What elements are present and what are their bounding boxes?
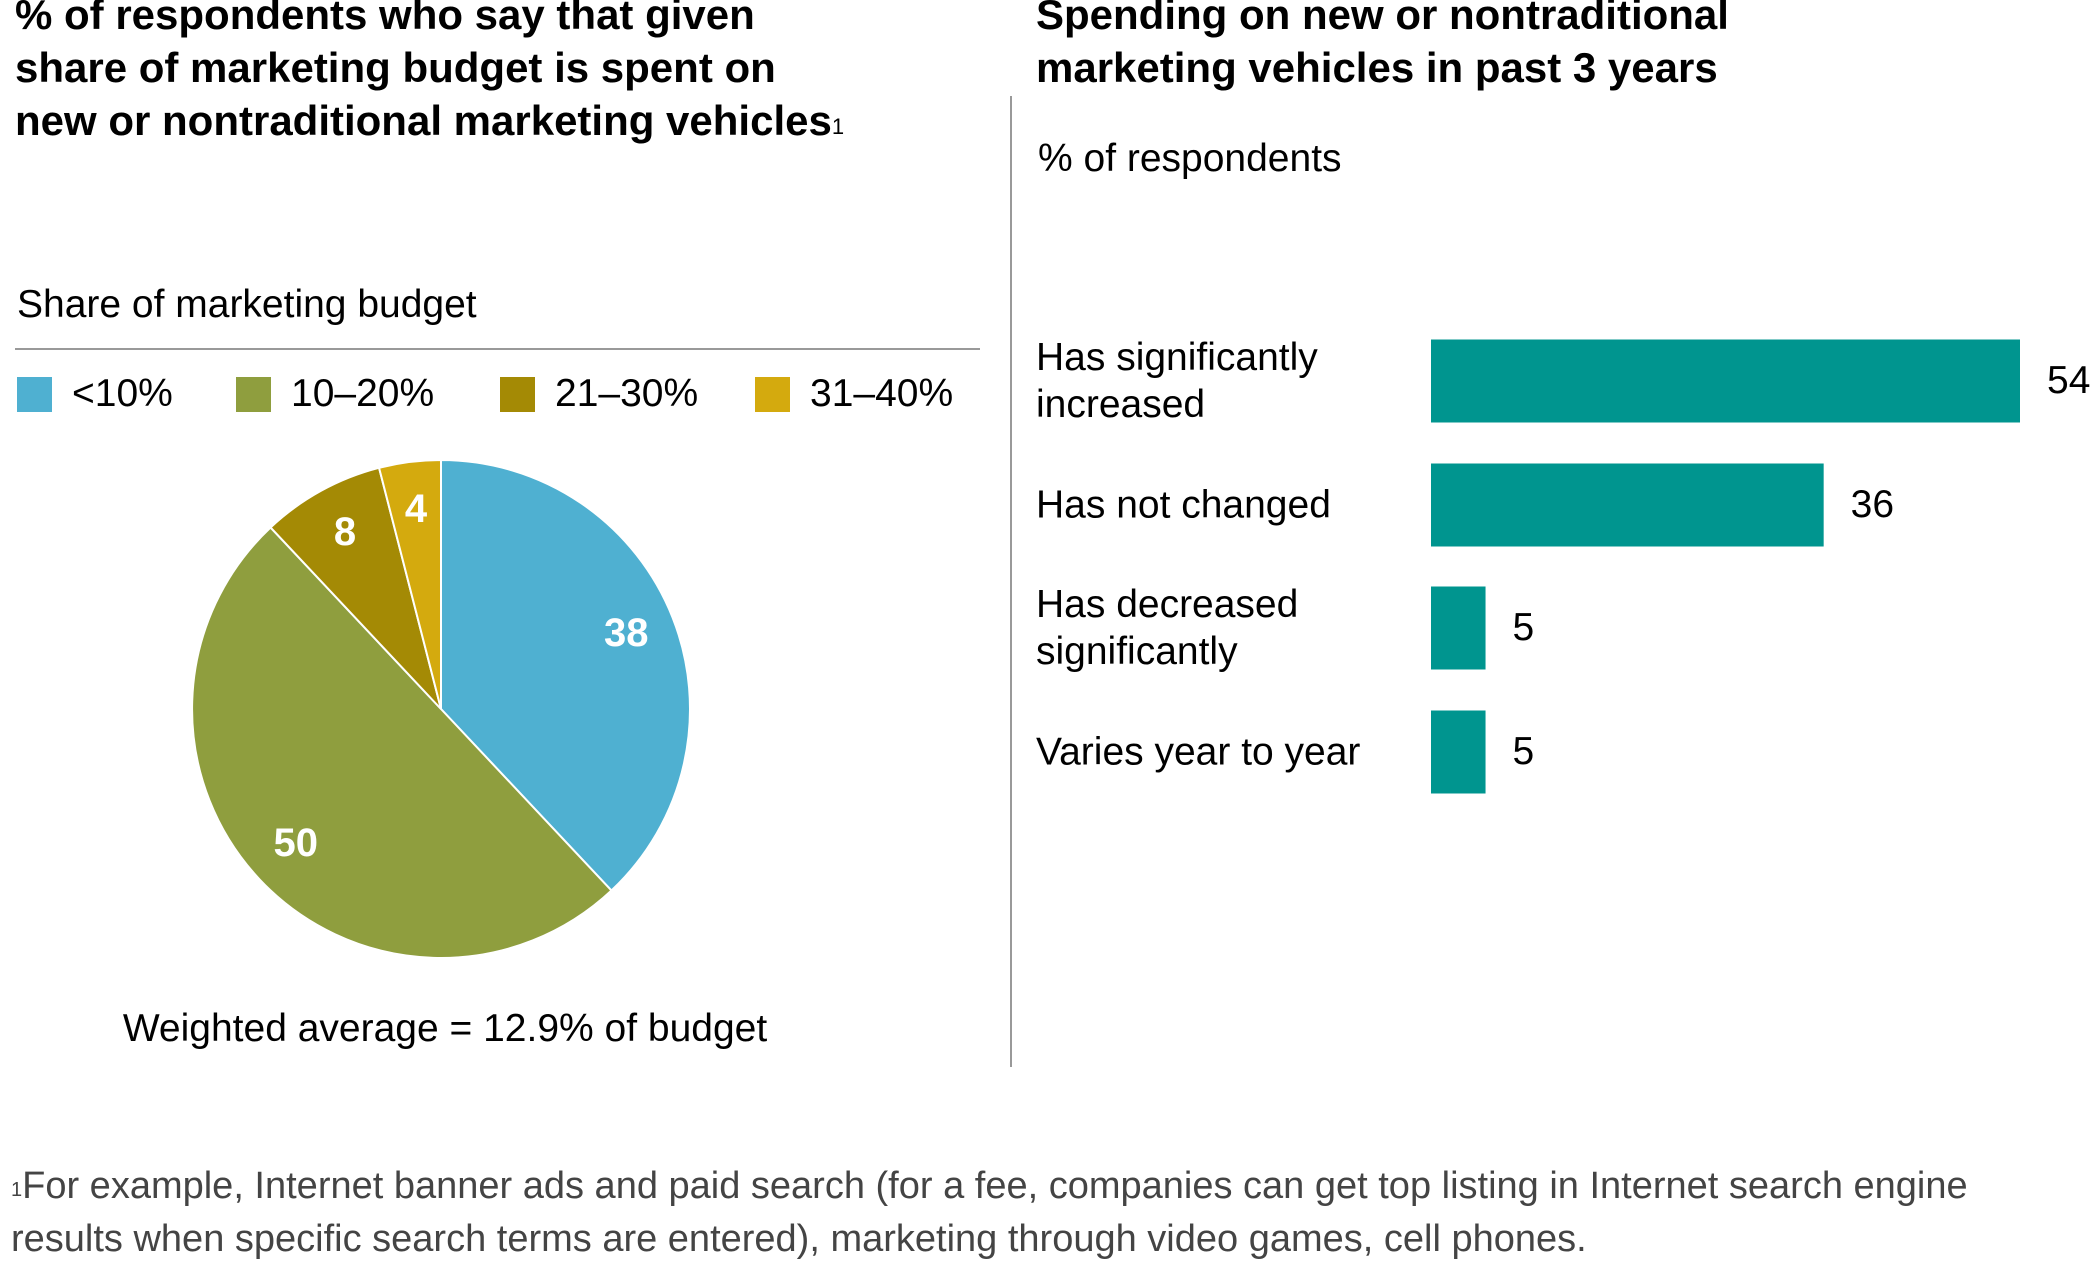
pie-slice: [269, 466, 442, 710]
legend-label: <10%: [72, 372, 173, 415]
value-label: 5: [1512, 606, 1535, 649]
bar-title: Spending on new or nontraditional market…: [1036, 0, 1729, 91]
category-label: Has significantly increased: [1036, 336, 1318, 426]
title-note: 1: [831, 114, 845, 139]
bar: [1431, 586, 1486, 670]
legend-swatch: [17, 376, 52, 412]
value-label: 5: [1512, 730, 1535, 773]
legend-title: Share of marketing budget: [17, 283, 477, 326]
pie-slice: [440, 458, 691, 892]
legend-item: <10%: [17, 372, 173, 416]
legend-label: 31–40%: [810, 372, 954, 415]
legend-item: 21–30%: [500, 372, 698, 416]
value-label: 36: [1850, 483, 1895, 526]
bar: [1431, 463, 1824, 547]
pie-title-text: % of respondents who say that given shar…: [15, 0, 832, 144]
annotation: Weighted average = 12.9% of budget: [122, 1007, 768, 1050]
slice-label: 4: [405, 487, 428, 531]
slice-label: 8: [334, 510, 356, 554]
pie-slice: [377, 458, 442, 710]
legend-item: 31–40%: [755, 372, 953, 416]
pie-slice: [191, 526, 613, 959]
category-label: Has decreased significantly: [1036, 583, 1299, 673]
category-label: Varies year to year: [1036, 730, 1361, 774]
slice-label: 50: [274, 821, 319, 865]
legend-label: 10–20%: [291, 372, 435, 415]
legend-swatch: [755, 376, 790, 412]
footnote-text: For example, Internet banner ads and pai…: [11, 1165, 1968, 1260]
legend-item: 10–20%: [236, 372, 434, 416]
bar-subtitle: % of respondents: [1038, 137, 1342, 180]
bar: [1431, 339, 2020, 423]
footnote: 1For example, Internet banner ads and pa…: [11, 1160, 2071, 1262]
pie-title: % of respondents who say that given shar…: [15, 0, 865, 147]
bar: [1431, 710, 1486, 794]
footnote-marker: 1: [11, 1179, 23, 1201]
value-label: 54: [2047, 359, 2090, 402]
slice-label: 38: [604, 611, 649, 655]
legend-swatch: [500, 376, 535, 412]
legend-label: 21–30%: [555, 372, 699, 415]
legend-swatch: [236, 376, 271, 412]
category-label: Has not changed: [1036, 483, 1331, 527]
